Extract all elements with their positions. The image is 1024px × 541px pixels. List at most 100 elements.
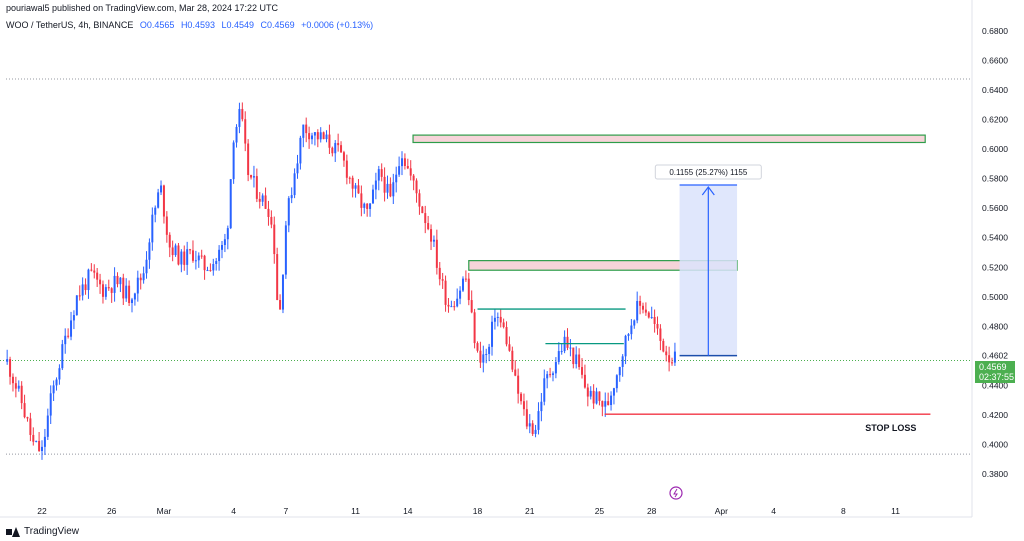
- symbol-label[interactable]: WOO / TetherUS, 4h, BINANCE: [6, 20, 134, 30]
- candle-body: [528, 423, 531, 427]
- candle-body: [357, 185, 360, 194]
- candle-body: [287, 198, 290, 226]
- candle-body: [55, 379, 58, 386]
- candle-body: [427, 223, 430, 230]
- bar-countdown: 02:37:55: [979, 372, 1015, 382]
- target-arrow-head: [701, 186, 715, 196]
- candle-body: [610, 395, 613, 405]
- candle-body: [23, 403, 26, 418]
- candle-body: [194, 260, 197, 262]
- brand-label: TradingView: [24, 526, 80, 537]
- candle-body: [177, 245, 180, 265]
- candle-body: [406, 165, 409, 169]
- candle-body: [583, 374, 586, 388]
- candle-body: [517, 375, 520, 394]
- time-tick-label: 7: [284, 506, 289, 516]
- candle-body: [569, 347, 572, 349]
- candle-body: [43, 436, 46, 447]
- price-tick-label: 0.6200: [982, 115, 1008, 125]
- time-axis[interactable]: 22 26 Mar 4 7 11 14 18 21 25 28 Apr 4 8 11: [37, 506, 900, 516]
- candle-body: [99, 279, 102, 285]
- candle-body: [49, 393, 52, 416]
- candle-body: [6, 359, 9, 362]
- price-tick-label: 0.5200: [982, 262, 1008, 272]
- time-tick-label: 25: [595, 506, 605, 516]
- candle-body: [540, 401, 543, 412]
- candle-body: [464, 278, 467, 280]
- candle-body: [174, 245, 177, 256]
- close-value: C0.4569: [260, 20, 295, 30]
- candle-body: [252, 176, 255, 178]
- candle-body: [78, 295, 81, 297]
- candle-body: [165, 216, 168, 235]
- stop-loss-label: STOP LOSS: [865, 423, 916, 433]
- candle-body: [229, 179, 232, 229]
- candle-body: [223, 239, 226, 245]
- candle-body: [116, 275, 119, 285]
- candle-body: [630, 325, 633, 335]
- candle-body: [331, 147, 334, 154]
- time-tick-label: 4: [771, 506, 776, 516]
- candle-body: [531, 423, 534, 434]
- candle-body: [543, 378, 546, 402]
- candle-body: [247, 143, 250, 176]
- ohlc-legend: WOO / TetherUS, 4h, BINANCE O0.4565 H0.4…: [6, 20, 373, 30]
- candle-body: [444, 280, 447, 305]
- candle-body: [612, 388, 615, 396]
- candle-body: [560, 351, 563, 353]
- price-tick-label: 0.6600: [982, 56, 1008, 66]
- candle-body: [418, 193, 421, 207]
- candle-body: [636, 301, 639, 321]
- event-lightning-icon: [669, 486, 683, 500]
- price-axis[interactable]: 0.6800 0.6600 0.6400 0.6200 0.6000 0.5800 0.56…: [982, 26, 1008, 479]
- publisher-header: pouriawal5 published on TradingView.com,…: [6, 3, 278, 13]
- candle-body: [93, 270, 96, 273]
- price-tick-label: 0.3800: [982, 469, 1008, 479]
- candle-body: [313, 132, 316, 136]
- candle-body: [653, 317, 656, 324]
- tradingview-footer[interactable]: TradingView: [6, 526, 79, 537]
- candle-body: [392, 182, 395, 197]
- candle-body: [348, 177, 351, 179]
- target-label-box: [654, 164, 762, 180]
- candle-body: [81, 284, 84, 296]
- candle-body: [488, 346, 491, 355]
- candle-body: [290, 195, 293, 199]
- candle-body: [354, 185, 357, 189]
- candle-body: [665, 351, 668, 356]
- candle-body: [412, 175, 415, 181]
- candle-body: [261, 195, 264, 202]
- candle-body: [514, 369, 517, 376]
- candle-body: [534, 429, 537, 434]
- candle-body: [377, 169, 380, 181]
- candle-body: [316, 132, 319, 140]
- candle-body: [241, 108, 244, 120]
- candle-body: [142, 273, 145, 281]
- candle-body: [403, 158, 406, 166]
- candle-body: [302, 124, 305, 138]
- candle-body: [160, 185, 163, 193]
- price-tick-label: 0.5000: [982, 292, 1008, 302]
- candle-body: [267, 208, 270, 217]
- candle-body: [493, 317, 496, 322]
- candle-body: [90, 269, 93, 271]
- candle-body: [627, 334, 630, 336]
- candle-body: [618, 366, 621, 376]
- candle-body: [671, 362, 674, 364]
- candle-body: [572, 347, 575, 365]
- drawings[interactable]: 0.1155 (25.27%) 1155 STOP LOSS: [412, 134, 931, 500]
- candle-body: [168, 234, 171, 248]
- candle-body: [29, 418, 32, 435]
- candle-body: [525, 409, 528, 427]
- candle-body: [662, 340, 665, 352]
- candle-body: [9, 359, 12, 377]
- candle-body: [250, 175, 253, 178]
- candle-body: [441, 279, 444, 281]
- candle-body: [537, 411, 540, 430]
- price-tick-label: 0.6400: [982, 85, 1008, 95]
- candle-body: [473, 312, 476, 344]
- candle-body: [432, 239, 435, 242]
- candle-body: [32, 434, 35, 442]
- candles: [6, 102, 676, 460]
